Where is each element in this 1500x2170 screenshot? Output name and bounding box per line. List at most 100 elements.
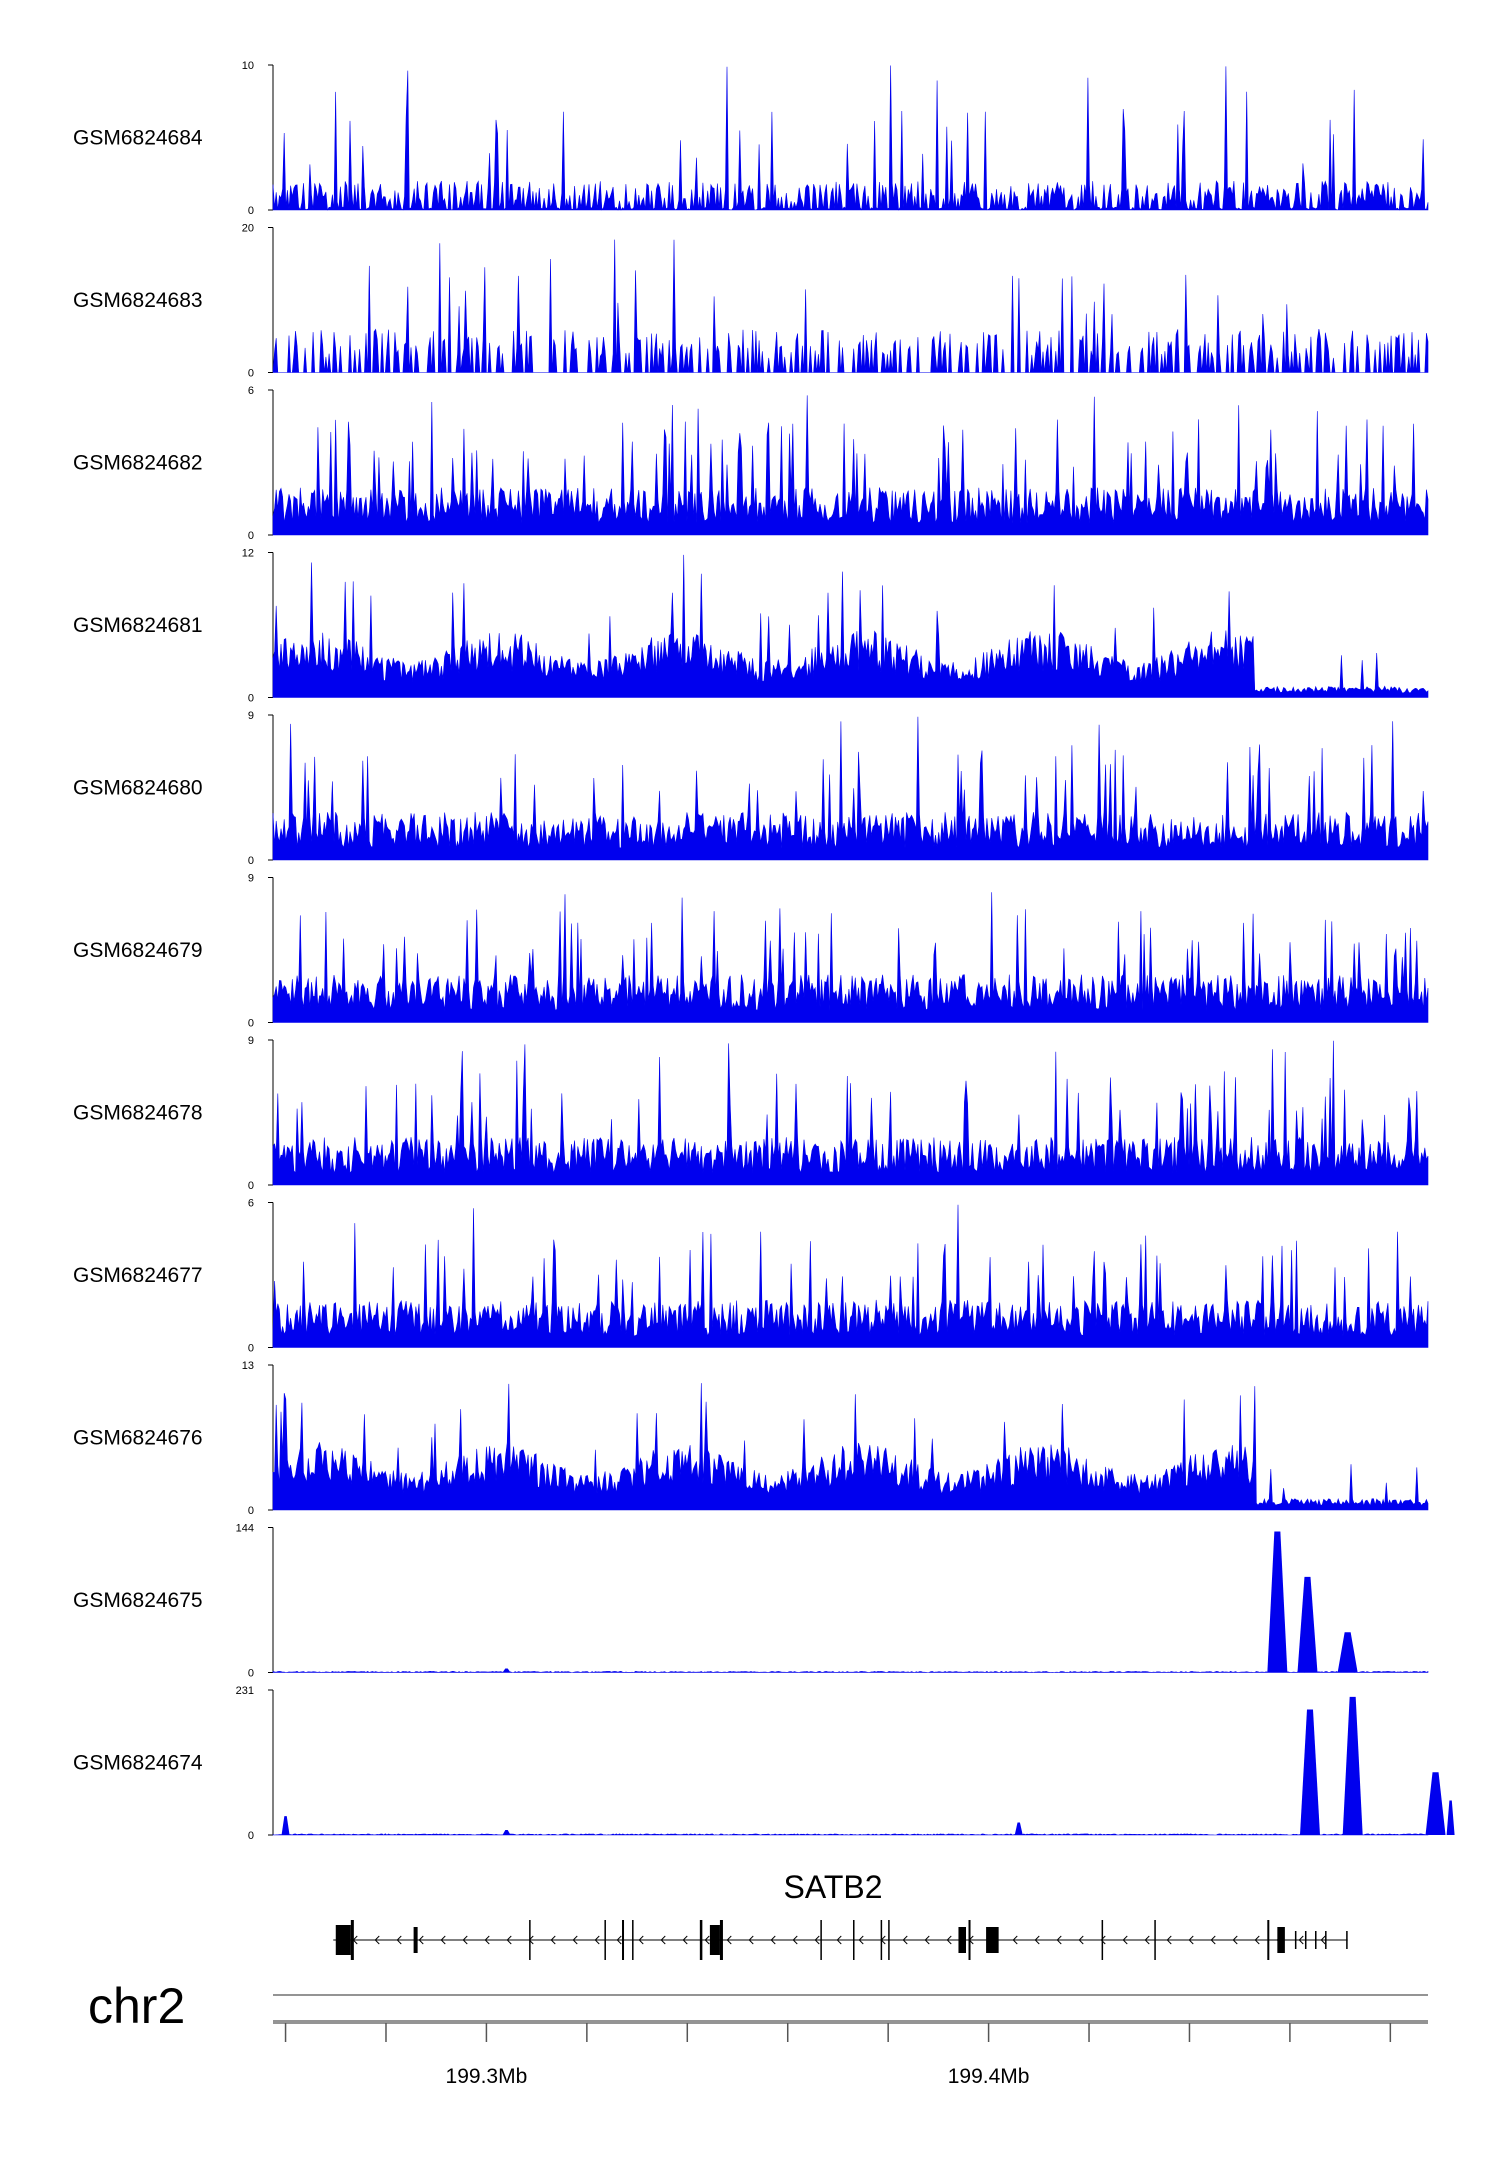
track-label: GSM6824675 — [73, 1589, 203, 1612]
y-max-label: 13 — [242, 1360, 254, 1372]
gene-exon — [1267, 1920, 1270, 1960]
signal-area — [272, 1670, 1429, 1673]
track-label: GSM6824684 — [73, 127, 203, 150]
signal-area — [272, 1383, 1429, 1511]
strand-arrow — [484, 1935, 490, 1945]
strand-arrow — [1232, 1935, 1238, 1945]
y-min-label: 0 — [248, 1180, 254, 1192]
signal-peak — [1267, 1531, 1288, 1673]
gene-exon — [413, 1927, 418, 1953]
strand-arrow — [814, 1935, 820, 1945]
y-min-label: 0 — [248, 855, 254, 867]
signal-area — [272, 1204, 1429, 1348]
strand-arrow — [924, 1935, 930, 1945]
x-tick-label: 199.4Mb — [948, 2065, 1030, 2088]
signal-area — [272, 892, 1429, 1023]
y-max-label: 9 — [248, 873, 254, 885]
strand-arrow — [1012, 1935, 1018, 1945]
y-max-label: 144 — [236, 1523, 254, 1535]
track-GSM6824679: GSM6824679 9 0 — [73, 873, 1429, 1030]
track-GSM6824682: GSM6824682 6 0 — [73, 385, 1429, 542]
gene-exon — [622, 1920, 625, 1960]
signal-peak — [1337, 1632, 1358, 1673]
gene-exon — [719, 1920, 723, 1960]
gene-exon — [1101, 1920, 1104, 1960]
y-max-label: 20 — [242, 223, 254, 235]
track-label: GSM6824683 — [73, 289, 203, 312]
track-label: GSM6824678 — [73, 1102, 203, 1125]
strand-arrow — [1144, 1935, 1150, 1945]
strand-arrow — [1320, 1935, 1326, 1945]
track-label: GSM6824676 — [73, 1427, 203, 1450]
strand-arrow — [748, 1935, 754, 1945]
strand-arrow — [462, 1935, 468, 1945]
gene-exon — [1315, 1931, 1317, 1949]
strand-arrow — [1166, 1935, 1172, 1945]
strand-arrow — [1056, 1935, 1062, 1945]
signal-peak — [1342, 1696, 1363, 1835]
strand-arrow — [1100, 1935, 1106, 1945]
strand-arrow — [550, 1935, 556, 1945]
chromosome-label: chr2 — [88, 1978, 185, 2034]
gene-exon — [1346, 1931, 1348, 1949]
y-max-label: 231 — [236, 1685, 254, 1697]
signal-area — [272, 1040, 1429, 1186]
track-label: GSM6824682 — [73, 452, 203, 475]
strand-arrow — [638, 1935, 644, 1945]
y-min-label: 0 — [248, 1505, 254, 1517]
y-min-label: 0 — [248, 368, 254, 380]
strand-arrow — [418, 1935, 424, 1945]
strand-arrow — [1298, 1935, 1304, 1945]
gene-exon — [529, 1920, 531, 1960]
gene-exon — [958, 1927, 966, 1953]
strand-arrow — [704, 1935, 710, 1945]
gene-exon — [632, 1920, 634, 1960]
signal-area — [272, 65, 1429, 211]
signal-area — [272, 716, 1429, 861]
gene-exon — [888, 1920, 890, 1960]
signal-area — [272, 1833, 1429, 1836]
x-tick-label: 199.3Mb — [446, 2065, 528, 2088]
strand-arrow — [506, 1935, 512, 1945]
genomic-axis: chr2 199.3Mb 199.4Mb — [88, 1978, 1428, 2088]
gene-exon — [699, 1920, 703, 1960]
strand-arrow — [1034, 1935, 1040, 1945]
gene-exon — [820, 1920, 822, 1960]
signal-area — [272, 239, 1429, 373]
track-GSM6824675: GSM6824675 144 0 — [73, 1523, 1429, 1680]
track-label: GSM6824681 — [73, 614, 203, 637]
signal-area — [272, 554, 1429, 698]
signal-peak — [502, 1668, 511, 1673]
gene-exon — [1154, 1920, 1156, 1960]
signal-peak — [1299, 1709, 1320, 1835]
gene-exon — [880, 1920, 883, 1960]
strand-arrow — [770, 1935, 776, 1945]
strand-arrow — [1078, 1935, 1084, 1945]
track-GSM6824681: GSM6824681 12 0 — [73, 548, 1429, 705]
signal-peak — [1014, 1822, 1023, 1835]
signal-tracks: GSM6824684100GSM6824683200GSM682468260GS… — [73, 60, 1455, 1842]
strand-arrow — [682, 1935, 688, 1945]
signal-peak — [502, 1829, 511, 1835]
gene-exon — [968, 1920, 971, 1960]
track-GSM6824684: GSM6824684 10 0 — [73, 60, 1429, 217]
strand-arrow — [594, 1935, 600, 1945]
gene-exon — [1294, 1931, 1297, 1949]
gene-exon — [1325, 1931, 1327, 1949]
gene-name-label: SATB2 — [784, 1869, 883, 1905]
track-GSM6824676: GSM6824676 13 0 — [73, 1360, 1429, 1517]
strand-arrow — [572, 1935, 578, 1945]
strand-arrow — [792, 1935, 798, 1945]
signal-peak — [281, 1816, 290, 1835]
y-max-label: 10 — [242, 60, 254, 72]
strand-arrow — [1254, 1935, 1260, 1945]
y-max-label: 12 — [242, 548, 254, 560]
gene-track: SATB2 — [333, 1869, 1348, 1960]
gene-exon — [986, 1927, 999, 1953]
y-min-label: 0 — [248, 205, 254, 217]
y-min-label: 0 — [248, 1018, 254, 1030]
gene-exon — [604, 1920, 606, 1960]
strand-arrow — [726, 1935, 732, 1945]
strand-arrow — [1188, 1935, 1194, 1945]
strand-arrow — [902, 1935, 908, 1945]
